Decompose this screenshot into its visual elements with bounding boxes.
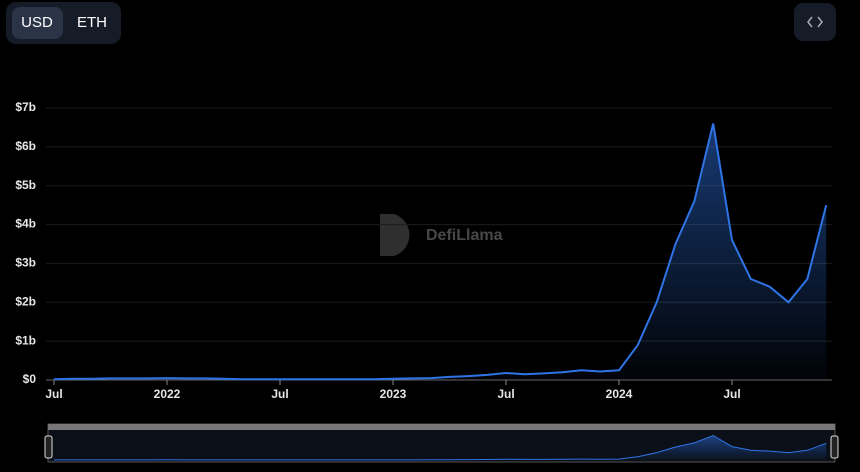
y-tick-label: $4b bbox=[15, 217, 36, 231]
usd-label[interactable]: USD bbox=[21, 14, 53, 31]
x-tick-label: 2022 bbox=[154, 387, 181, 401]
line bbox=[54, 434, 827, 461]
x-tick-label: Jul bbox=[723, 387, 740, 401]
x-tick-label: Jul bbox=[271, 387, 288, 401]
embed-icon bbox=[807, 16, 813, 28]
line bbox=[53, 123, 828, 381]
y-tick-label: $5b bbox=[15, 178, 36, 192]
y-tick-label: $0 bbox=[23, 372, 37, 386]
navigator-handle[interactable] bbox=[830, 435, 839, 459]
x-tick-label: Jul bbox=[497, 387, 514, 401]
usd-button[interactable] bbox=[12, 7, 63, 39]
area bbox=[54, 435, 827, 460]
y-tick-label: $2b bbox=[15, 294, 36, 308]
x-tick-label: Jul bbox=[45, 387, 62, 401]
x-tick-label: 2024 bbox=[606, 387, 633, 401]
watermark: DefiLlama bbox=[380, 214, 503, 256]
navigator-bar[interactable] bbox=[48, 424, 835, 430]
eth-label[interactable]: ETH bbox=[77, 14, 107, 31]
x-tick-label: 2023 bbox=[380, 387, 407, 401]
embed-button[interactable] bbox=[794, 3, 836, 41]
y-tick-label: $7b bbox=[15, 100, 36, 114]
y-tick-label: $6b bbox=[15, 139, 36, 153]
y-tick-label: $1b bbox=[15, 333, 36, 347]
embed-icon bbox=[817, 16, 823, 28]
watermark-logo bbox=[380, 214, 410, 256]
navigator-handle[interactable] bbox=[44, 435, 53, 459]
y-tick-label: $3b bbox=[15, 256, 36, 270]
area bbox=[54, 123, 827, 380]
watermark-text: DefiLlama bbox=[426, 227, 503, 244]
